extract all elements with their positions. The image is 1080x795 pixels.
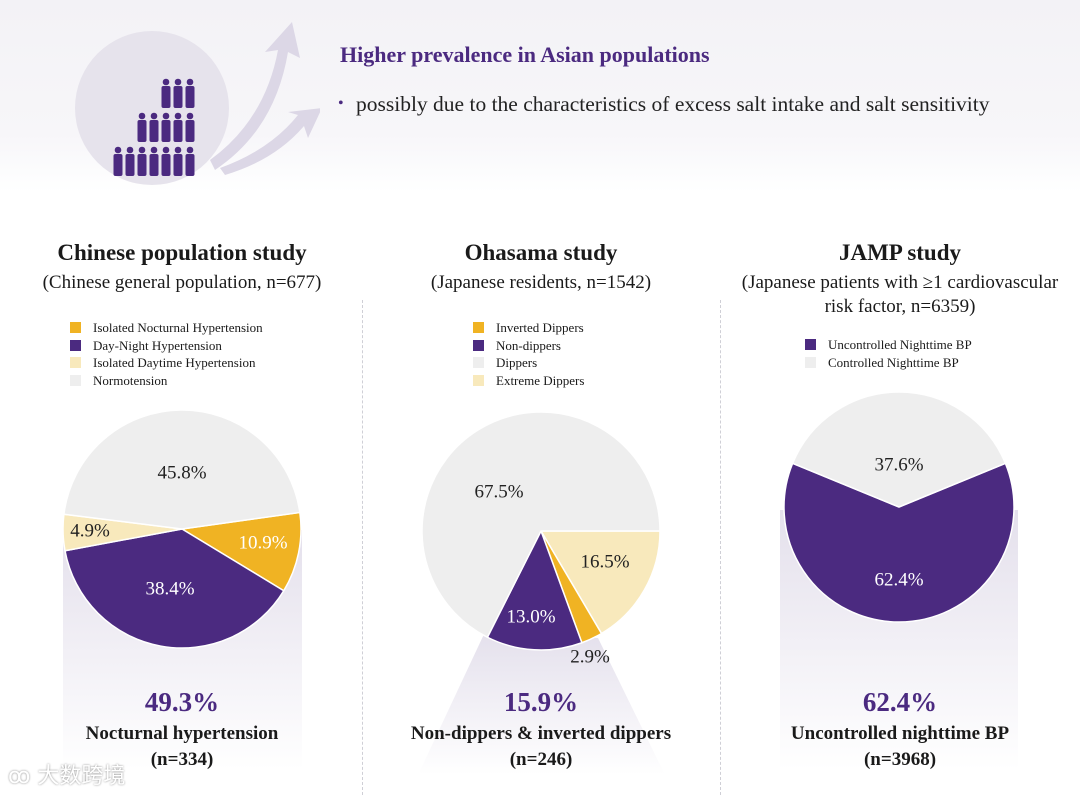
legend-item: Normotension: [70, 372, 263, 390]
legend-label: Normotension: [93, 372, 168, 388]
legend-swatch: [473, 339, 484, 351]
highlight-label: Nocturnal hypertension: [85, 723, 279, 744]
pie-slice: [421, 411, 661, 639]
highlight-n: (n=334): [150, 749, 214, 770]
legend-label: Controlled Nighttime BP: [828, 354, 959, 370]
legend-label: Isolated Nocturnal Hypertension: [93, 320, 263, 335]
legend-swatch: [805, 339, 816, 351]
pie-slice: [791, 391, 1007, 508]
pie-slice-label: 13.0%: [506, 606, 555, 627]
chart-title: Chinese population study: [57, 240, 307, 265]
legend-label: Non-dippers: [496, 337, 561, 353]
people-pyramid-icon: [113, 78, 195, 176]
highlight-value: 49.3%: [144, 687, 220, 717]
chart-title: JAMP study: [838, 240, 962, 265]
pie-slice-label: 37.6%: [874, 454, 923, 475]
watermark-logo-icon: ꝏ: [8, 764, 38, 789]
chart-subtitle: (Japanese residents, n=1542): [430, 272, 652, 293]
highlight-label: Non-dippers & inverted dippers: [410, 723, 672, 744]
legend-swatch: [805, 356, 816, 368]
pie-slice: [63, 409, 301, 530]
pie-slice-label: 10.9%: [238, 532, 287, 553]
legend-label: Uncontrolled Nighttime BP: [828, 337, 972, 352]
pie-slice: [539, 530, 661, 635]
legend-swatch: [70, 322, 81, 334]
header-bullet: • possibly due to the characteristics of…: [338, 86, 1038, 122]
legend-swatch: [70, 339, 81, 351]
pie-slice-label: 16.5%: [580, 551, 629, 572]
legend-item: Controlled Nighttime BP: [805, 354, 972, 372]
pie-slice-label: 4.9%: [70, 520, 110, 541]
column-divider: [720, 300, 721, 795]
arrow-up-icon: [210, 22, 300, 170]
pie-slice-label: 45.8%: [157, 462, 206, 483]
legend-item: Dippers: [473, 354, 584, 372]
chart-subtitle: (Chinese general population, n=677): [42, 272, 322, 293]
watermark-text: 大数跨境: [37, 764, 126, 789]
column-divider: [362, 300, 363, 795]
legend-label: Isolated Daytime Hypertension: [93, 355, 256, 370]
legend-item: Extreme Dippers: [473, 372, 584, 390]
legend-item: Non-dippers: [473, 337, 584, 355]
bullet-icon: •: [338, 95, 344, 112]
pie-slice-label: 2.9%: [570, 646, 610, 667]
pie-slice-label: 38.4%: [145, 578, 194, 599]
legend-swatch: [473, 374, 484, 386]
legend-label: Day-Night Hypertension: [93, 337, 222, 353]
pie-slice: [179, 511, 302, 592]
chart-legend: Uncontrolled Nighttime BP Controlled Nig…: [805, 336, 972, 371]
pie-slice: [64, 528, 285, 649]
chart-legend: Inverted Dippers Non-dippers Dippers Ext…: [473, 319, 584, 389]
header-illustration: [75, 22, 320, 185]
chart-title: Ohasama study: [464, 240, 618, 265]
pie-slice-label: 67.5%: [474, 481, 523, 502]
legend-item: Isolated Nocturnal Hypertension: [70, 319, 263, 337]
watermark: ꝏ 大数跨境: [8, 758, 125, 790]
highlight-value: 15.9%: [503, 687, 579, 717]
highlight-n: (n=246): [509, 749, 573, 770]
header-title: Higher prevalence in Asian populations: [340, 42, 710, 67]
pie-slice: [486, 529, 583, 651]
chart-subtitle: (Japanese patients with ≥1 cardiovascula…: [741, 272, 1059, 317]
legend-item: Isolated Daytime Hypertension: [70, 354, 263, 372]
legend-swatch: [473, 322, 484, 334]
highlight-label: Uncontrolled nighttime BP: [790, 723, 1010, 744]
highlight-n: (n=3968): [863, 749, 937, 770]
legend-swatch: [473, 357, 484, 369]
legend-swatch: [70, 357, 81, 369]
legend-swatch: [70, 374, 81, 386]
legend-item: Inverted Dippers: [473, 319, 584, 337]
legend-label: Extreme Dippers: [496, 372, 585, 388]
legend-label: Inverted Dippers: [496, 320, 584, 335]
arrow-right-icon: [220, 108, 320, 175]
pie-slice: [783, 462, 1015, 623]
legend-item: Uncontrolled Nighttime BP: [805, 336, 972, 354]
highlight-value: 62.4%: [862, 687, 938, 717]
globe-icon: [75, 31, 229, 185]
header-bullet-text: possibly due to the characteristics of e…: [356, 92, 990, 116]
highlight-shade: [418, 632, 665, 775]
pie-slice-label: 62.4%: [874, 569, 923, 590]
legend-label: Dippers: [496, 355, 538, 370]
chart-legend: Isolated Nocturnal Hypertension Day-Nigh…: [70, 319, 263, 389]
legend-item: Day-Night Hypertension: [70, 337, 263, 355]
